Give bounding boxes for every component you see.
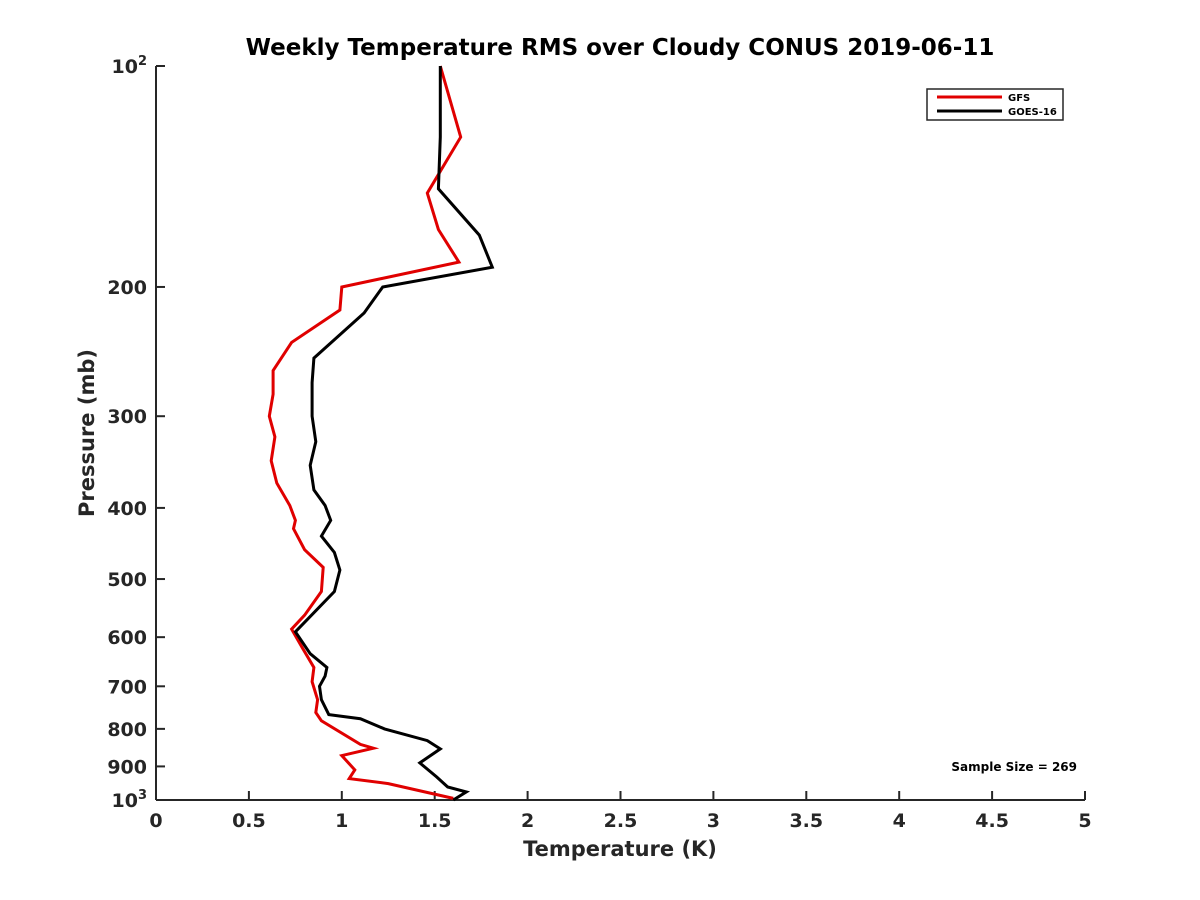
- legend-label-gfs: GFS: [1008, 93, 1030, 104]
- axes: 0 0.5 1 1.5 2 2.5 3 3.5 4 4.5 5 102 200 300 400 500 600 7…: [107, 54, 1091, 832]
- x-tick-label: 5: [1078, 810, 1091, 832]
- chart-title: Weekly Temperature RMS over Cloudy CONUS…: [246, 35, 995, 61]
- sample-size-annotation: Sample Size = 269: [951, 760, 1077, 774]
- y-tick-label: 200: [107, 277, 147, 299]
- legend: GFS GOES-16: [926, 88, 1064, 121]
- y-tick-label: 700: [107, 676, 147, 698]
- x-tick-label: 3.5: [789, 810, 823, 832]
- x-tick-label: 3: [707, 810, 720, 832]
- plot-area: [267, 65, 495, 802]
- series-line-goes-16: [293, 66, 495, 802]
- x-axis-label: Temperature (K): [523, 837, 717, 861]
- x-tick-label: 1: [335, 810, 348, 832]
- y-tick-label: 102: [112, 54, 148, 78]
- legend-label-goes-16: GOES-16: [1008, 107, 1057, 118]
- x-tick-label: 2.5: [604, 810, 638, 832]
- y-axis-label: Pressure (mb): [75, 349, 99, 517]
- x-tick-label: 4: [893, 810, 906, 832]
- x-tick-label: 2: [521, 810, 534, 832]
- y-tick-label: 103: [112, 788, 148, 812]
- y-tick-label: 300: [107, 406, 147, 428]
- x-tick-label: 0: [149, 810, 162, 832]
- x-tick-label: 1.5: [418, 810, 452, 832]
- y-tick-label: 500: [107, 569, 147, 591]
- y-tick-label: 600: [107, 627, 147, 649]
- y-tick-label: 900: [107, 756, 147, 778]
- y-tick-label: 400: [107, 498, 147, 520]
- series-line-gfs: [267, 65, 463, 800]
- x-tick-label: 0.5: [232, 810, 266, 832]
- y-tick-label: 800: [107, 719, 147, 741]
- legend-box: [926, 88, 1064, 121]
- x-tick-label: 4.5: [975, 810, 1009, 832]
